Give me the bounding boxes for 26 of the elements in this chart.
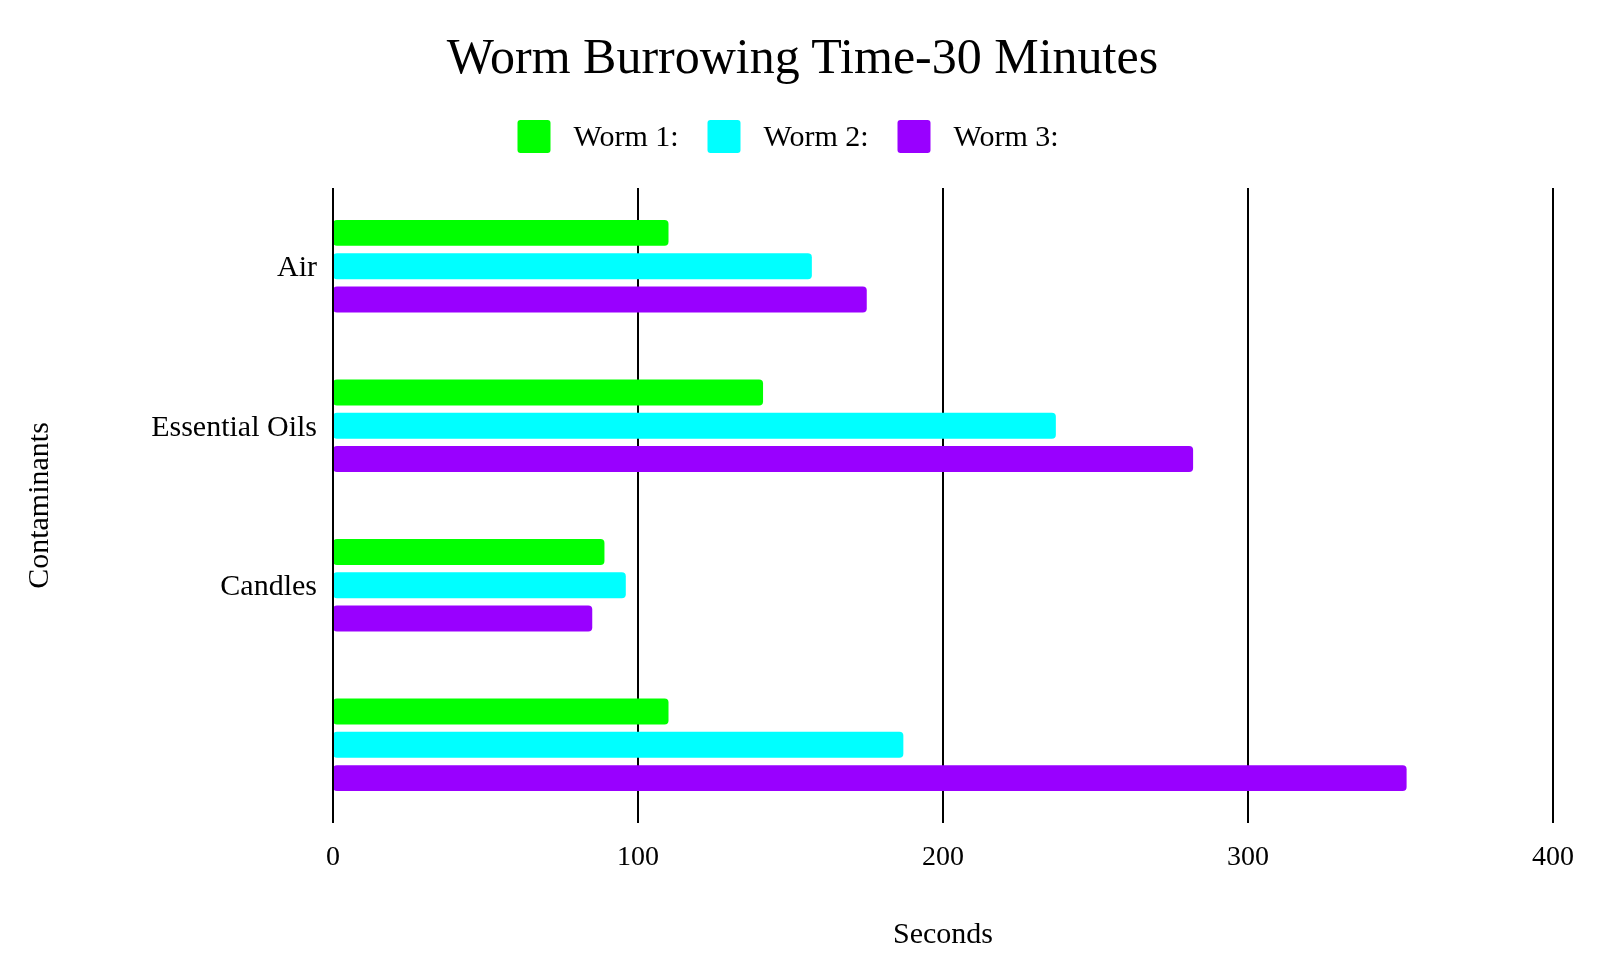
bar [333,605,593,632]
bar [333,698,669,725]
bar [333,446,1194,472]
x-tick-label: 0 [326,840,340,871]
bar [333,539,605,565]
bar [333,286,867,313]
x-axis-title: Seconds [893,916,993,949]
bar [333,253,812,280]
x-tick-label: 300 [1227,840,1269,871]
x-tick-label: 200 [922,840,964,871]
legend-label: Worm 2: [763,119,869,152]
chart-title: Worm Burrowing Time-30 Minutes [446,28,1159,84]
legend-label: Worm 3: [953,119,1059,152]
x-tick-label: 400 [1532,840,1574,871]
bar [333,572,626,599]
y-axis-title: Contaminants [21,422,54,589]
x-tick-label: 100 [617,840,659,871]
y-tick-label: Essential Oils [151,408,317,442]
bar [333,731,904,758]
y-tick-label: Air [277,249,317,283]
bar [333,379,764,406]
bar [333,765,1407,792]
bar [333,219,669,246]
y-tick-label: Candles [220,568,317,602]
bar [333,412,1056,439]
legend-label: Worm 1: [573,119,679,152]
